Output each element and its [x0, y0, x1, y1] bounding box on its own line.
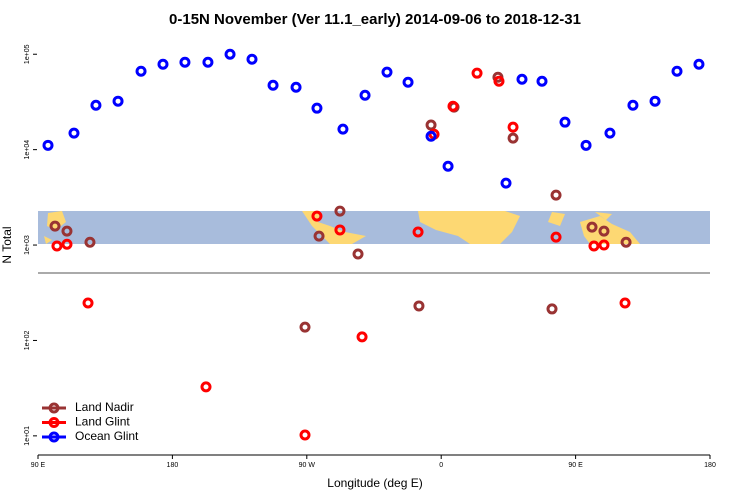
point [604, 127, 616, 139]
point [425, 130, 437, 142]
point [135, 65, 147, 77]
y-tick-label: 1e+02 [24, 331, 31, 351]
legend-label: Land Glint [75, 415, 130, 429]
point [299, 429, 311, 441]
point [507, 121, 519, 133]
point [352, 248, 364, 260]
point [42, 139, 54, 151]
point [82, 297, 94, 309]
point [580, 139, 592, 151]
point [200, 381, 212, 393]
x-tick-label: 0 [439, 462, 443, 469]
point [356, 331, 368, 343]
point [493, 75, 505, 87]
point [627, 99, 639, 111]
point [412, 226, 424, 238]
x-tick-label: 90 E [31, 462, 46, 469]
point [61, 238, 73, 250]
point [157, 58, 169, 70]
x-tick-label: 90 W [299, 462, 316, 469]
y-tick-label: 1e+05 [24, 44, 31, 64]
legend-marker [48, 417, 60, 428]
legend-marker [48, 431, 60, 443]
point [447, 100, 459, 112]
point [559, 116, 571, 128]
point [500, 177, 512, 189]
point [442, 160, 454, 172]
point [671, 65, 683, 77]
point [267, 79, 279, 91]
point [68, 127, 80, 139]
point [311, 210, 323, 222]
point [290, 81, 302, 93]
point [693, 58, 705, 70]
y-tick-label: 1e+03 [24, 235, 31, 255]
point [112, 95, 124, 107]
point [334, 205, 346, 217]
point [471, 67, 483, 79]
legend-marker [48, 402, 60, 414]
point [311, 102, 323, 114]
x-tick-label: 180 [704, 462, 716, 469]
legend-label: Ocean Glint [75, 429, 139, 443]
point [507, 132, 519, 144]
point [425, 119, 437, 131]
point [546, 303, 558, 315]
map-strip [38, 211, 710, 244]
point [586, 221, 598, 233]
point [49, 220, 61, 232]
point [202, 56, 214, 68]
point [649, 95, 661, 107]
point [313, 230, 325, 242]
point [402, 76, 414, 88]
point [246, 53, 258, 65]
point [620, 236, 632, 248]
point [619, 297, 631, 309]
point [61, 225, 73, 237]
point [179, 56, 191, 68]
point [337, 123, 349, 135]
point [84, 236, 96, 248]
point [588, 240, 600, 252]
point [381, 66, 393, 78]
point [90, 99, 102, 111]
legend-label: Land Nadir [75, 400, 134, 414]
x-tick-label: 180 [167, 462, 179, 469]
point [550, 189, 562, 201]
y-tick-label: 1e+04 [24, 140, 31, 160]
y-axis-label: N Total [0, 226, 14, 263]
point [413, 300, 425, 312]
point [598, 225, 610, 237]
x-tick-label: 90 E [568, 462, 583, 469]
point [299, 321, 311, 333]
point [516, 73, 528, 85]
point [51, 240, 63, 252]
y-tick-label: 1e+01 [24, 426, 31, 446]
point [334, 224, 346, 236]
point [550, 231, 562, 243]
point [536, 75, 548, 87]
point [224, 48, 236, 60]
chart-title: 0-15N November (Ver 11.1_early) 2014-09-… [169, 11, 581, 28]
x-axis-label: Longitude (deg E) [327, 476, 422, 490]
point [598, 239, 610, 251]
point [359, 89, 371, 101]
